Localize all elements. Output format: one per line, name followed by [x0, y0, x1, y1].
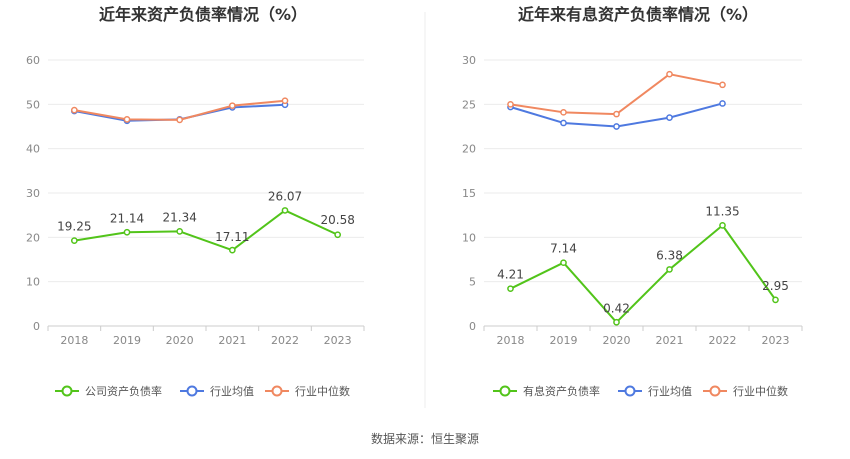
x-tick-label: 2018 — [60, 334, 88, 347]
y-tick-label: 40 — [26, 143, 40, 156]
data-point — [666, 70, 673, 78]
data-point — [228, 102, 236, 110]
legend-swatch-marker — [61, 385, 73, 397]
y-tick-label: 20 — [462, 143, 476, 156]
data-point — [507, 285, 514, 293]
data-label: 17.11 — [215, 230, 249, 244]
x-tick-label: 2021 — [656, 334, 684, 347]
legend-swatch-marker — [709, 385, 721, 397]
legend-item-2: 行业均值 — [618, 385, 692, 398]
data-point — [613, 123, 620, 130]
legend-label: 行业均值 — [648, 385, 692, 398]
x-tick-label: 2018 — [497, 334, 525, 347]
series-line-1 — [510, 224, 777, 324]
data-label: 7.14 — [550, 242, 577, 256]
legend-label: 有息资产负债率 — [523, 384, 600, 398]
data-point — [281, 97, 289, 105]
series-line-3 — [510, 73, 723, 116]
x-tick-label: 2019 — [550, 334, 578, 347]
y-tick-label: 10 — [26, 276, 40, 289]
data-point — [176, 116, 184, 124]
legend-item-1: 公司资产负债率 — [55, 384, 162, 398]
data-point — [176, 228, 184, 235]
legend-item-1: 有息资产负债率 — [493, 384, 600, 398]
data-point — [123, 228, 131, 236]
data-label: 19.25 — [57, 220, 91, 234]
y-tick-label: 25 — [462, 98, 476, 111]
data-point — [281, 207, 289, 214]
legend-item-3: 行业中位数 — [265, 384, 350, 398]
data-point — [719, 81, 726, 89]
data-label: 21.34 — [162, 210, 196, 224]
x-tick-label: 2022 — [271, 334, 299, 347]
legend-swatch-marker — [186, 385, 198, 397]
data-point — [613, 318, 620, 326]
x-tick-label: 2022 — [709, 334, 737, 347]
legend-label: 行业均值 — [210, 385, 254, 398]
legend-label: 行业中位数 — [733, 384, 788, 398]
y-tick-label: 30 — [462, 54, 476, 67]
data-point — [719, 100, 726, 107]
x-tick-label: 2020 — [603, 334, 631, 347]
data-point — [719, 222, 726, 229]
y-tick-label: 50 — [26, 98, 40, 111]
data-point — [613, 110, 620, 118]
chart-title: 近年来有息资产负债率情况（%） — [518, 5, 758, 24]
y-tick-label: 60 — [26, 54, 40, 67]
data-point — [666, 114, 673, 121]
data-source-note: 数据来源：恒生聚源 — [371, 431, 479, 446]
x-tick-label: 2020 — [166, 334, 194, 347]
data-label: 0.42 — [603, 301, 630, 315]
data-point — [70, 106, 78, 114]
x-tick-label: 2023 — [324, 334, 352, 347]
data-point — [123, 116, 131, 123]
y-tick-label: 15 — [462, 187, 476, 200]
chart-2: 近年来有息资产负债率情况（%） 0 5 10 15 20 25 30 2018 2019 2020 2… — [462, 5, 803, 398]
data-label: 11.35 — [705, 204, 739, 218]
series-line-1 — [74, 209, 339, 252]
legend-item-2: 行业均值 — [180, 385, 254, 398]
chart-title: 近年来资产负债率情况（%） — [99, 5, 307, 24]
data-point — [560, 259, 567, 267]
x-tick-label: 2021 — [218, 334, 246, 347]
x-tick-label: 2019 — [113, 334, 141, 347]
data-label: 20.58 — [320, 213, 354, 227]
data-point — [70, 237, 78, 245]
data-point — [560, 108, 567, 116]
legend-item-3: 行业中位数 — [703, 384, 788, 398]
data-label: 26.07 — [268, 189, 302, 203]
data-point — [666, 266, 673, 273]
data-label: 21.14 — [110, 211, 144, 225]
legend-label: 行业中位数 — [295, 384, 350, 398]
data-point — [228, 246, 236, 254]
legend-label: 公司资产负债率 — [85, 384, 162, 398]
data-point — [560, 119, 567, 127]
y-tick-label: 5 — [469, 276, 476, 289]
chart-1: 近年来资产负债率情况（%） 0 10 20 30 40 50 60 2018 2019 2020 20… — [26, 5, 365, 398]
y-tick-label: 20 — [26, 231, 40, 244]
y-tick-label: 10 — [462, 231, 476, 244]
y-tick-label: 30 — [26, 187, 40, 200]
legend-swatch-marker — [271, 385, 283, 397]
legend-swatch-marker — [624, 385, 636, 397]
x-tick-label: 2023 — [762, 334, 790, 347]
y-tick-label: 0 — [33, 320, 40, 333]
data-point — [334, 231, 342, 239]
data-point — [507, 100, 514, 108]
data-point — [772, 296, 779, 304]
data-label: 2.95 — [762, 279, 789, 293]
data-label: 4.21 — [497, 268, 524, 282]
legend-swatch-marker — [499, 385, 511, 397]
data-label: 6.38 — [656, 248, 683, 262]
y-tick-label: 0 — [469, 320, 476, 333]
